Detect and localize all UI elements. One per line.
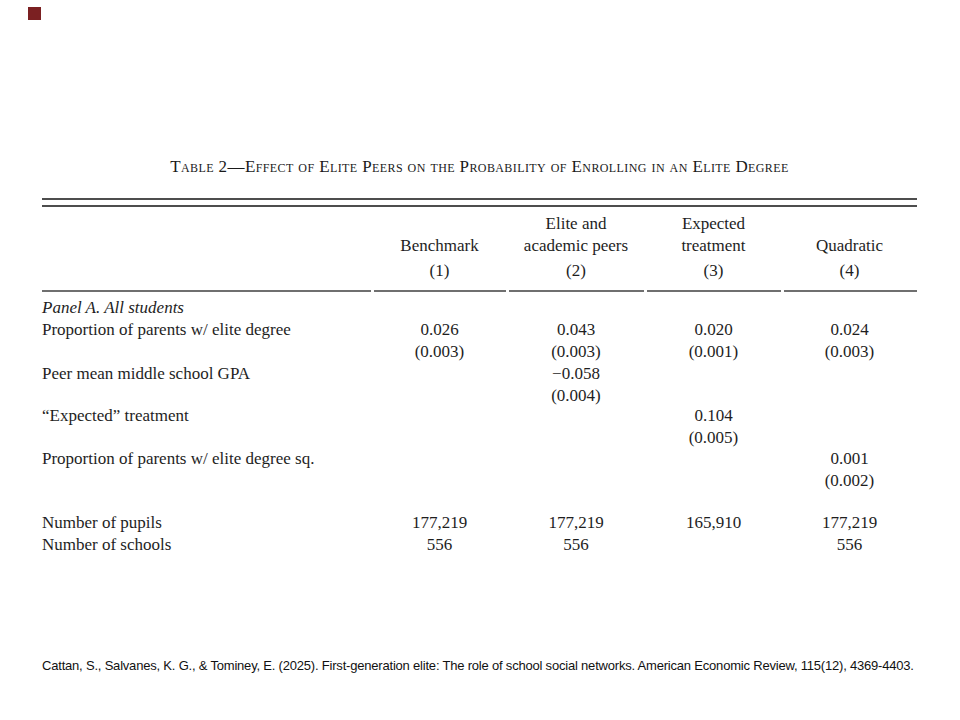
row-label: “Expected” treatment (42, 405, 372, 427)
value-cell: −0.058 (507, 363, 645, 385)
se-cell (507, 470, 645, 492)
table-row-pupils: Number of pupils 177,219 177,219 165,910… (42, 512, 917, 534)
header-spacer (42, 213, 372, 235)
table-header-rule (42, 290, 917, 292)
header-col3-number: (3) (645, 260, 782, 282)
table-row-se: (0.002) (42, 470, 917, 492)
se-cell (372, 427, 507, 449)
se-cell (507, 427, 645, 449)
rule-gap (781, 290, 784, 292)
value-cell: 0.043 (507, 319, 645, 341)
header-col4-number: (4) (782, 260, 917, 282)
table-row-schools: Number of schools 556 556 556 (42, 534, 917, 556)
header-col4-line2: Quadratic (782, 235, 917, 257)
table-header-row-numbers: (1) (2) (3) (4) (42, 260, 917, 282)
value-cell (645, 363, 782, 385)
table-top-double-rule (42, 198, 917, 207)
value-cell: 556 (507, 534, 645, 556)
value-cell: 165,910 (645, 512, 782, 534)
table-row: Proportion of parents w/ elite degree 0.… (42, 319, 917, 341)
row-label: Proportion of parents w/ elite degree (42, 319, 372, 341)
row-label: Number of schools (42, 534, 372, 556)
value-cell: 177,219 (782, 512, 917, 534)
header-col3-line1: Expected (645, 213, 782, 235)
table-row: Peer mean middle school GPA −0.058 (42, 363, 917, 385)
row-label-spacer (42, 341, 372, 363)
row-label: Peer mean middle school GPA (42, 363, 372, 385)
value-cell: 0.024 (782, 319, 917, 341)
se-cell (372, 470, 507, 492)
value-cell: 0.020 (645, 319, 782, 341)
citation-text: Cattan, S., Salvanes, K. G., & Tominey, … (42, 656, 930, 677)
table-header-row-line2: Benchmark academic peers treatment Quadr… (42, 235, 917, 257)
value-cell: 556 (372, 534, 507, 556)
value-cell: 0.001 (782, 448, 917, 470)
se-cell: (0.003) (507, 341, 645, 363)
header-col4-line1 (782, 213, 917, 235)
se-cell (645, 385, 782, 407)
header-col2-number: (2) (507, 260, 645, 282)
table-row-se: (0.003) (0.003) (0.001) (0.003) (42, 341, 917, 363)
slide-accent-square (28, 7, 41, 20)
se-cell (372, 385, 507, 407)
value-cell (372, 363, 507, 385)
table-row-se: (0.004) (42, 385, 917, 407)
rule-gap (506, 290, 509, 292)
row-label: Number of pupils (42, 512, 372, 534)
table-header-row-line1: Elite and Expected (42, 213, 917, 235)
row-label-spacer (42, 470, 372, 492)
row-label-spacer (42, 385, 372, 407)
header-col1-line1 (372, 213, 507, 235)
slide: Table 2—Effect of Elite Peers on the Pro… (0, 0, 960, 720)
header-col1-number: (1) (372, 260, 507, 282)
se-cell: (0.003) (372, 341, 507, 363)
header-col2-line2: academic peers (507, 235, 645, 257)
value-cell: 177,219 (507, 512, 645, 534)
se-cell: (0.002) (782, 470, 917, 492)
panel-row: Panel A. All students (42, 297, 917, 319)
se-cell: (0.005) (645, 427, 782, 449)
header-col3-line2: treatment (645, 235, 782, 257)
row-label-spacer (42, 427, 372, 449)
header-col2-line1: Elite and (507, 213, 645, 235)
header-spacer (42, 235, 372, 257)
row-label: Proportion of parents w/ elite degree sq… (42, 448, 372, 470)
se-cell: (0.001) (645, 341, 782, 363)
se-cell: (0.004) (507, 385, 645, 407)
rule-gap (371, 290, 374, 292)
se-cell (782, 385, 917, 407)
value-cell: 556 (782, 534, 917, 556)
value-cell: 0.104 (645, 405, 782, 427)
panel-label: Panel A. All students (42, 297, 917, 319)
header-col1-line2: Benchmark (372, 235, 507, 257)
se-cell: (0.003) (782, 341, 917, 363)
table-row-se: (0.005) (42, 427, 917, 449)
value-cell (645, 534, 782, 556)
table-title: Table 2—Effect of Elite Peers on the Pro… (42, 157, 917, 177)
value-cell (645, 448, 782, 470)
value-cell (372, 448, 507, 470)
se-cell (782, 427, 917, 449)
value-cell (507, 405, 645, 427)
se-cell (645, 470, 782, 492)
table-row: “Expected” treatment 0.104 (42, 405, 917, 427)
header-spacer (42, 260, 372, 282)
rule-gap (644, 290, 647, 292)
value-cell (372, 405, 507, 427)
value-cell: 0.026 (372, 319, 507, 341)
value-cell (507, 448, 645, 470)
table-row: Proportion of parents w/ elite degree sq… (42, 448, 917, 470)
value-cell: 177,219 (372, 512, 507, 534)
value-cell (782, 363, 917, 385)
value-cell (782, 405, 917, 427)
